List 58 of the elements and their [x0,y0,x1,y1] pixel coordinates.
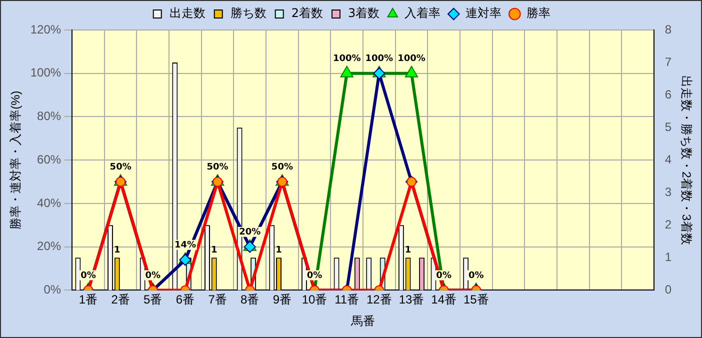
x-axis-title: 馬番 [350,314,376,328]
y2-tick-label: 5 [664,120,672,134]
legend-label: 2着数 [291,6,324,20]
data-label: 1 [210,246,218,256]
x-tick-label: 6番 [176,292,195,307]
data-label: 100% [398,54,426,64]
x-tick-label: 15番 [463,292,489,307]
data-label: 0% [436,271,452,282]
data-label: 50% [110,162,132,173]
y-tick-label: 20% [37,239,62,254]
data-label: 14% [174,240,196,251]
legend-label: 勝ち数 [230,6,266,20]
y2-axis-title: 出走数・勝ち数・2着数・3着数 [679,75,694,245]
x-tick-label: 1番 [78,292,98,307]
y-tick-label: 40% [37,196,62,210]
data-label: 50% [271,162,293,173]
y2-tick-label: 3 [664,184,672,199]
data-label: 1 [404,246,412,256]
y2-tick-label: 8 [664,22,672,36]
x-tick-label: 14番 [431,292,456,307]
x-tick-label: 13番 [398,292,424,307]
x-tick-label: 11番 [334,292,360,307]
data-label: 50% [206,162,228,173]
legend-label: 勝率 [526,6,551,20]
x-tick-label: 8番 [240,292,260,307]
x-tick-label: 12番 [366,292,392,307]
y2-tick-label: 1 [664,250,672,264]
legend-label: 連対率 [466,6,502,20]
x-tick-label: 5番 [144,292,162,307]
point [340,66,354,78]
data-label: 1 [276,246,282,256]
y-tick-label: 0% [44,282,62,297]
data-label: 100% [365,54,394,64]
y-tick-label: 120% [30,22,62,36]
x-tick-label: 9番 [272,292,292,307]
y-tick-label: 100% [30,66,62,80]
y-tick-label: 80% [37,109,62,124]
data-label: 20% [239,228,261,238]
legend-label: 入着率 [404,6,441,20]
y2-tick-label: 2 [664,217,672,232]
x-tick-label: 7番 [208,292,227,307]
data-label: 0% [80,271,96,282]
x-tick-label: 2番 [111,292,130,307]
data-label: 0% [468,271,484,282]
legend-label: 3着数 [348,6,380,20]
data-label: 1 [114,246,120,256]
data-label: 100% [332,54,361,64]
y-tick-label: 60% [37,152,62,166]
data-label: 0% [306,271,322,282]
y-axis-title: 勝率・連対率・入着率(%) [8,90,23,230]
y2-tick-label: 0 [664,282,672,297]
data-label: 0% [145,271,161,282]
point [404,66,418,78]
legend-label: 出走数 [169,6,206,20]
y2-tick-label: 4 [664,152,672,166]
y2-tick-label: 7 [664,54,672,69]
y2-tick-label: 6 [664,87,672,102]
x-tick-label: 10番 [302,292,328,307]
